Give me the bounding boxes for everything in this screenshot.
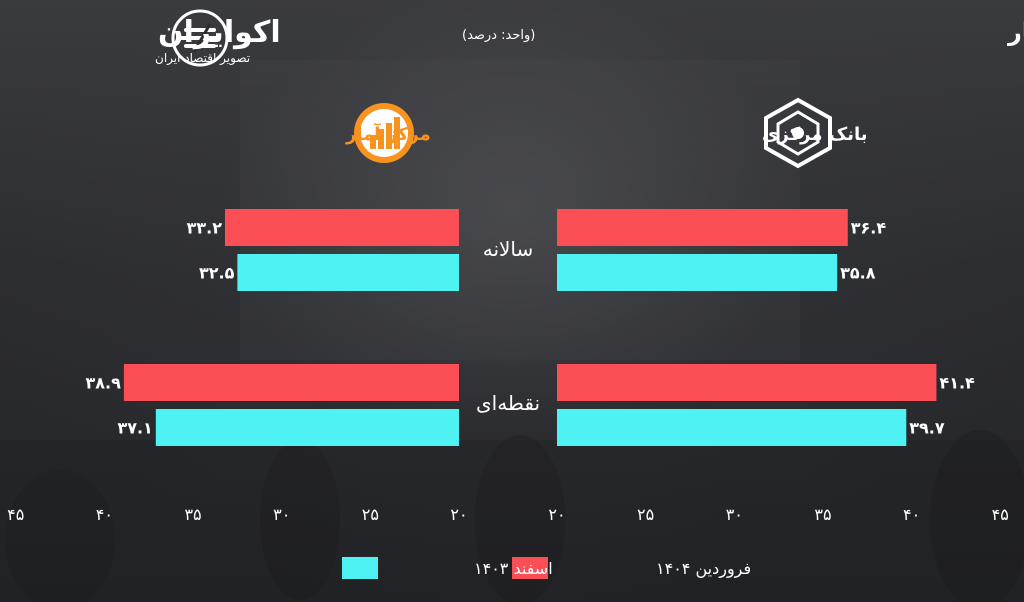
legend-swatch-esfand: [342, 557, 378, 579]
bank-tick-label-25: ۲۵: [637, 505, 654, 524]
chart-title: تورم به روایت بانک مرکزی و مرکز آمار: [1007, 17, 1024, 46]
bank-tick-label-45: ۴۵: [992, 505, 1009, 524]
bank-value-label-point-esfand: ۳۹.۷: [909, 419, 945, 438]
amar-value-label-point-farvardin: ۳۸.۹: [86, 374, 122, 393]
amar-value-label-point-esfand: ۳۷.۱: [117, 419, 152, 438]
bank-bar-point-farvardin: [557, 364, 937, 401]
amar-tick-label-45: ۴۵: [7, 505, 24, 524]
amar-tick-label-40: ۴۰: [96, 505, 113, 524]
legend-swatch-farvardin: [512, 557, 548, 579]
amar-axis-ticks: ۲۰ ۲۵ ۳۰ ۳۵ ۴۰ ۴۵: [7, 505, 467, 524]
bank-value-label-point-farvardin: ۴۱.۴: [939, 374, 975, 393]
amar-bars: ۳۳.۲ ۳۲.۵ ۳۸.۹ ۳۷.۱: [86, 209, 459, 446]
bank-tick-label-30: ۳۰: [726, 505, 743, 524]
unit-label: (واحد: درصد): [462, 28, 535, 43]
amar-tick-label-25: ۲۵: [362, 505, 379, 524]
bank-bars: ۳۶.۴ ۳۵.۸ ۴۱.۴ ۳۹.۷: [557, 209, 975, 446]
bank-value-label-annual-farvardin: ۳۶.۴: [851, 219, 887, 238]
legend: فروردین ۱۴۰۴ اسفند ۱۴۰۳: [342, 557, 751, 579]
amar-value-label-annual-farvardin: ۳۳.۲: [187, 219, 223, 238]
amar-tick-label-35: ۳۵: [184, 505, 201, 524]
bank-tick-label-35: ۳۵: [814, 505, 831, 524]
legend-label-farvardin: فروردین ۱۴۰۴: [656, 559, 751, 579]
amar-bar-point-esfand: [155, 409, 459, 446]
bank-value-label-annual-esfand: ۳۵.۸: [840, 264, 876, 283]
brand-block: اکوایران تصویر اقتصاد ایران: [155, 9, 281, 67]
category-label-annual: سالانه: [483, 237, 534, 261]
amar-bar-annual-esfand: [237, 254, 459, 291]
amar-tick-label-20: ۲۰: [450, 505, 467, 524]
bank-axis-ticks: ۲۰ ۲۵ ۳۰ ۳۵ ۴۰ ۴۵: [548, 505, 1008, 524]
bank-bar-annual-esfand: [557, 254, 838, 291]
amar-bar-point-farvardin: [123, 364, 459, 401]
bank-bar-annual-farvardin: [557, 209, 848, 246]
background-scene: [0, 60, 1024, 602]
bank-panel-header: بانک مرکزی: [762, 97, 867, 169]
amar-panel-title: مرکز آمار: [345, 122, 431, 145]
bank-panel-title: بانک مرکزی: [762, 124, 867, 145]
brand-name: اکوایران: [158, 15, 281, 50]
amar-tick-label-30: ۳۰: [273, 505, 290, 524]
bank-bar-point-esfand: [557, 409, 907, 446]
bank-tick-label-40: ۴۰: [903, 505, 920, 524]
amar-bar-chart-icon: [354, 103, 414, 163]
amar-value-label-annual-esfand: ۳۲.۵: [199, 264, 235, 283]
ecoiran-logo-icon: [171, 9, 229, 67]
bank-tick-label-20: ۲۰: [548, 505, 565, 524]
legend-label-esfand: اسفند ۱۴۰۳: [474, 559, 553, 578]
amar-panel-header: مرکز آمار: [345, 103, 431, 163]
central-bank-emblem-icon: [764, 97, 832, 169]
amar-bar-annual-farvardin: [224, 209, 459, 246]
category-label-point: نقطه‌ای: [476, 391, 540, 415]
brand-tagline: تصویر اقتصاد ایران: [155, 51, 250, 66]
